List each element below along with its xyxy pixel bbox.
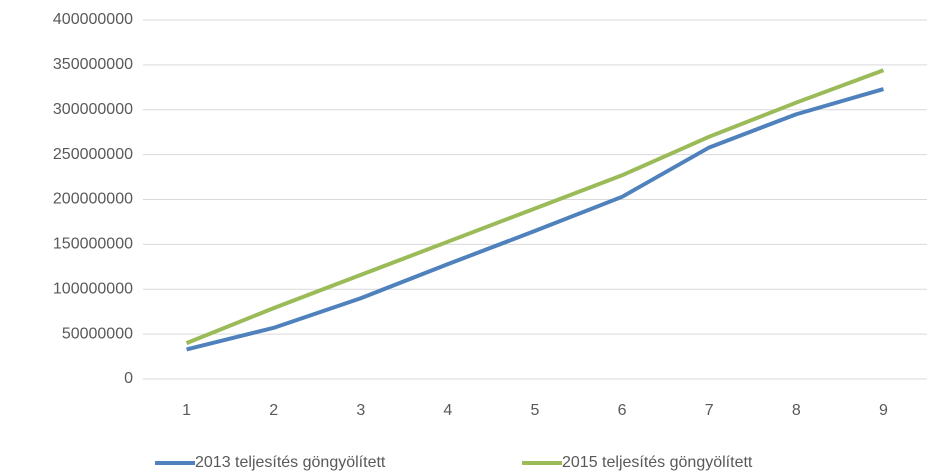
y-tick-label: 300000000: [53, 101, 133, 118]
y-tick-label: 0: [124, 370, 133, 387]
x-tick-label: 4: [443, 402, 452, 419]
x-tick-label: 5: [531, 402, 540, 419]
legend-label: 2013 teljesítés göngyölített: [195, 454, 386, 471]
y-tick-label: 400000000: [53, 11, 133, 28]
y-tick-label: 100000000: [53, 280, 133, 297]
x-tick-label: 2: [269, 402, 278, 419]
x-tick-label: 1: [182, 402, 191, 419]
y-tick-label: 350000000: [53, 56, 133, 73]
line-series: [186, 87, 884, 352]
y-tick-label: 50000000: [62, 325, 133, 342]
x-tick-label: 7: [705, 402, 714, 419]
y-tick-label: 150000000: [53, 236, 133, 253]
x-tick-label: 3: [356, 402, 365, 419]
x-tick-label: 8: [792, 402, 801, 419]
y-tick-label: 200000000: [53, 191, 133, 208]
y-tick-label: 250000000: [53, 146, 133, 163]
x-tick-label: 9: [879, 402, 888, 419]
line-series: [185, 68, 885, 345]
x-tick-label: 6: [618, 402, 627, 419]
legend-label: 2015 teljesítés göngyölített: [562, 454, 753, 471]
